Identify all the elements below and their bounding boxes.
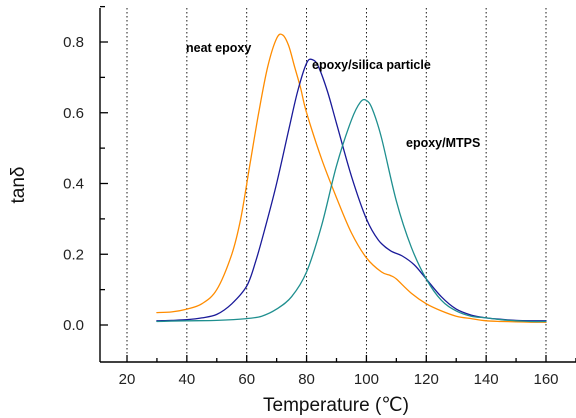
series (156, 33, 547, 323)
x-axis-title: Temperature (℃) (263, 395, 409, 416)
annotations: neat epoxy epoxy/silica particle epoxy/MTP… (186, 41, 480, 150)
x-tick-label: 100 (354, 371, 379, 388)
annotation-label: epoxy/silica particle (312, 58, 431, 72)
y-tick-label: 0.6 (63, 105, 84, 122)
series-line-neat-epoxy (156, 33, 547, 323)
x-tick-label: 60 (238, 371, 255, 388)
x-tick-label: 120 (414, 371, 439, 388)
x-tick-label: 80 (298, 371, 315, 388)
x-tick-label: 160 (533, 371, 558, 388)
x-tick-label: 140 (474, 371, 499, 388)
x-ticks: 20 40 60 80 100 120 140 160 (119, 355, 576, 388)
series-line-epoxy-mtps (156, 98, 547, 323)
axes (99, 8, 576, 363)
series-line-epoxy-silica-particle (156, 58, 547, 322)
annotation-label: neat epoxy (186, 41, 251, 55)
y-ticks: 0.0 0.2 0.4 0.6 0.8 (63, 5, 108, 334)
y-tick-label: 0.0 (63, 317, 84, 334)
y-tick-label: 0.8 (63, 34, 84, 51)
y-tick-label: 0.2 (63, 246, 84, 263)
y-tick-label: 0.4 (63, 176, 84, 193)
x-tick-label: 40 (179, 371, 196, 388)
x-tick-label: 20 (119, 371, 136, 388)
annotation-label: epoxy/MTPS (406, 136, 480, 150)
y-axis-title: tanδ (8, 167, 29, 204)
